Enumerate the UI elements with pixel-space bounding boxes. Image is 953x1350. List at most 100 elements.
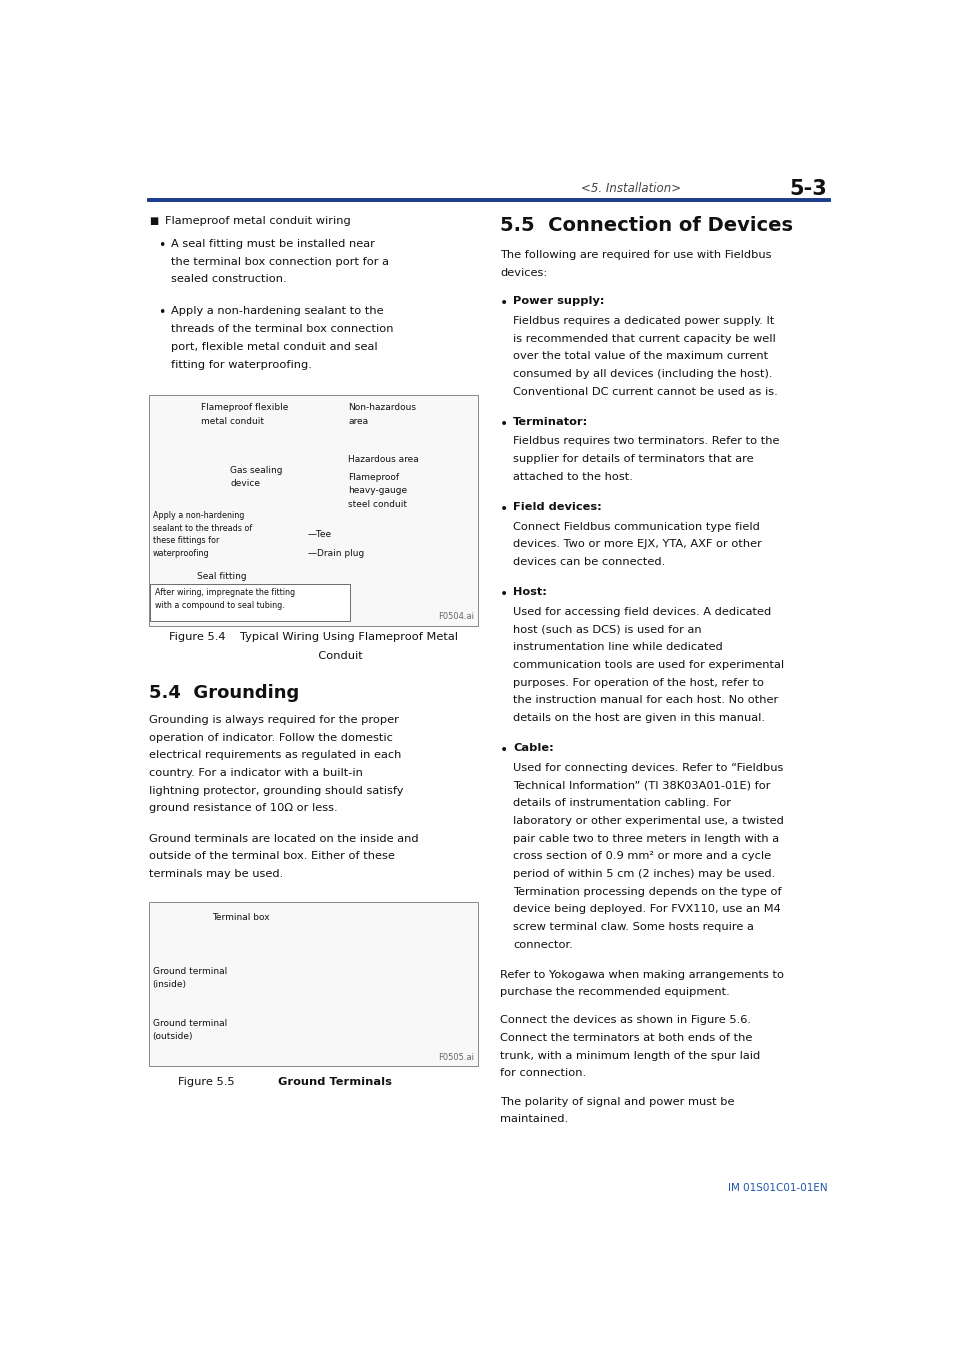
- Text: 5.5  Connection of Devices: 5.5 Connection of Devices: [499, 216, 792, 235]
- Text: •: •: [499, 502, 508, 516]
- Text: connector.: connector.: [513, 940, 573, 949]
- Text: Ground terminal: Ground terminal: [152, 1018, 227, 1027]
- Text: F0505.ai: F0505.ai: [437, 1053, 474, 1062]
- Text: Conventional DC current cannot be used as is.: Conventional DC current cannot be used a…: [513, 386, 778, 397]
- Text: trunk, with a minimum length of the spur laid: trunk, with a minimum length of the spur…: [499, 1050, 760, 1061]
- Text: Terminal box: Terminal box: [212, 913, 269, 922]
- Text: laboratory or other experimental use, a twisted: laboratory or other experimental use, a …: [513, 815, 783, 826]
- Text: Power supply:: Power supply:: [513, 296, 604, 306]
- Text: IM 01S01C01-01EN: IM 01S01C01-01EN: [727, 1183, 826, 1193]
- Text: Ground terminals are located on the inside and: Ground terminals are located on the insi…: [149, 833, 418, 844]
- Text: devices:: devices:: [499, 269, 547, 278]
- Text: is recommended that current capacity be well: is recommended that current capacity be …: [513, 333, 775, 343]
- Text: communication tools are used for experimental: communication tools are used for experim…: [513, 660, 783, 670]
- Text: details of instrumentation cabling. For: details of instrumentation cabling. For: [513, 798, 731, 809]
- Text: terminals may be used.: terminals may be used.: [149, 869, 283, 879]
- Text: Flameproof flexible: Flameproof flexible: [200, 404, 288, 412]
- Text: •: •: [499, 417, 508, 431]
- Text: fitting for waterproofing.: fitting for waterproofing.: [171, 359, 312, 370]
- Text: (inside): (inside): [152, 980, 187, 990]
- Text: devices can be connected.: devices can be connected.: [513, 558, 665, 567]
- Text: Cable:: Cable:: [513, 743, 554, 753]
- Text: Termination processing depends on the type of: Termination processing depends on the ty…: [513, 887, 781, 896]
- Text: device being deployed. For FVX110, use an M4: device being deployed. For FVX110, use a…: [513, 904, 781, 914]
- Text: attached to the host.: attached to the host.: [513, 471, 633, 482]
- Text: <5. Installation>: <5. Installation>: [580, 182, 680, 194]
- Text: Ground terminal: Ground terminal: [152, 967, 227, 976]
- Text: The following are required for use with Fieldbus: The following are required for use with …: [499, 250, 771, 261]
- Text: electrical requirements as regulated in each: electrical requirements as regulated in …: [149, 751, 401, 760]
- Text: Field devices:: Field devices:: [513, 502, 601, 512]
- Text: pair cable two to three meters in length with a: pair cable two to three meters in length…: [513, 833, 779, 844]
- Text: Apply a non-hardening sealant to the: Apply a non-hardening sealant to the: [171, 306, 383, 316]
- Text: devices. Two or more EJX, YTA, AXF or other: devices. Two or more EJX, YTA, AXF or ot…: [513, 540, 761, 549]
- Text: Fieldbus requires a dedicated power supply. It: Fieldbus requires a dedicated power supp…: [513, 316, 774, 325]
- Text: the terminal box connection port for a: the terminal box connection port for a: [171, 256, 389, 266]
- Text: F0504.ai: F0504.ai: [437, 613, 474, 621]
- Text: Apply a non-hardening: Apply a non-hardening: [152, 512, 244, 520]
- Text: details on the host are given in this manual.: details on the host are given in this ma…: [513, 713, 764, 724]
- Text: (outside): (outside): [152, 1031, 193, 1041]
- Text: Seal fitting: Seal fitting: [196, 571, 246, 580]
- Text: sealant to the threads of: sealant to the threads of: [152, 524, 252, 533]
- Text: Refer to Yokogawa when making arrangements to: Refer to Yokogawa when making arrangemen…: [499, 969, 783, 980]
- Text: purchase the recommended equipment.: purchase the recommended equipment.: [499, 987, 729, 998]
- Text: period of within 5 cm (2 inches) may be used.: period of within 5 cm (2 inches) may be …: [513, 869, 775, 879]
- Text: •: •: [157, 306, 165, 320]
- Text: •: •: [157, 239, 165, 252]
- Text: instrumentation line while dedicated: instrumentation line while dedicated: [513, 643, 722, 652]
- Text: Flameproof: Flameproof: [348, 472, 399, 482]
- Text: Figure 5.4    Typical Wiring Using Flameproof Metal: Figure 5.4 Typical Wiring Using Flamepro…: [169, 632, 457, 641]
- Text: heavy-gauge: heavy-gauge: [348, 486, 407, 495]
- FancyBboxPatch shape: [149, 394, 477, 625]
- Text: 5.4  Grounding: 5.4 Grounding: [149, 684, 298, 702]
- Text: consumed by all devices (including the host).: consumed by all devices (including the h…: [513, 369, 772, 379]
- Text: area: area: [348, 417, 368, 425]
- Text: for connection.: for connection.: [499, 1068, 585, 1079]
- FancyBboxPatch shape: [149, 902, 477, 1066]
- Text: Figure 5.5: Figure 5.5: [178, 1077, 234, 1087]
- Text: metal conduit: metal conduit: [200, 417, 263, 425]
- Text: •: •: [499, 296, 508, 310]
- Text: host (such as DCS) is used for an: host (such as DCS) is used for an: [513, 625, 701, 634]
- Text: After wiring, impregnate the fitting: After wiring, impregnate the fitting: [154, 589, 294, 597]
- Text: Gas sealing: Gas sealing: [230, 466, 282, 475]
- Text: outside of the terminal box. Either of these: outside of the terminal box. Either of t…: [149, 852, 395, 861]
- Text: waterproofing: waterproofing: [152, 548, 209, 558]
- Text: Flameproof metal conduit wiring: Flameproof metal conduit wiring: [165, 216, 351, 225]
- Text: —Tee: —Tee: [308, 531, 332, 539]
- Text: these fittings for: these fittings for: [152, 536, 218, 545]
- Text: Connect the devices as shown in Figure 5.6.: Connect the devices as shown in Figure 5…: [499, 1015, 750, 1026]
- Text: threads of the terminal box connection: threads of the terminal box connection: [171, 324, 393, 335]
- Text: maintained.: maintained.: [499, 1114, 568, 1125]
- Text: sealed construction.: sealed construction.: [171, 274, 286, 285]
- Text: 5-3: 5-3: [789, 178, 826, 198]
- Text: Used for accessing field devices. A dedicated: Used for accessing field devices. A dedi…: [513, 608, 771, 617]
- Text: supplier for details of terminators that are: supplier for details of terminators that…: [513, 454, 753, 464]
- Text: Ground Terminals: Ground Terminals: [278, 1077, 392, 1087]
- Text: screw terminal claw. Some hosts require a: screw terminal claw. Some hosts require …: [513, 922, 754, 931]
- Text: The polarity of signal and power must be: The polarity of signal and power must be: [499, 1096, 734, 1107]
- Text: Grounding is always required for the proper: Grounding is always required for the pro…: [149, 716, 398, 725]
- FancyBboxPatch shape: [150, 585, 350, 621]
- Text: Terminator:: Terminator:: [513, 417, 588, 427]
- Text: steel conduit: steel conduit: [348, 500, 407, 509]
- Text: operation of indicator. Follow the domestic: operation of indicator. Follow the domes…: [149, 733, 393, 743]
- Text: country. For a indicator with a built-in: country. For a indicator with a built-in: [149, 768, 362, 778]
- Text: Non-hazardous: Non-hazardous: [348, 404, 416, 412]
- Text: A seal fitting must be installed near: A seal fitting must be installed near: [171, 239, 375, 248]
- Text: Host:: Host:: [513, 587, 547, 597]
- Text: cross section of 0.9 mm² or more and a cycle: cross section of 0.9 mm² or more and a c…: [513, 852, 771, 861]
- Text: purposes. For operation of the host, refer to: purposes. For operation of the host, ref…: [513, 678, 763, 687]
- Text: Fieldbus requires two terminators. Refer to the: Fieldbus requires two terminators. Refer…: [513, 436, 779, 447]
- Text: Technical Information” (TI 38K03A01-01E) for: Technical Information” (TI 38K03A01-01E)…: [513, 780, 770, 791]
- Text: Used for connecting devices. Refer to “Fieldbus: Used for connecting devices. Refer to “F…: [513, 763, 782, 772]
- Text: with a compound to seal tubing.: with a compound to seal tubing.: [154, 601, 284, 610]
- Text: lightning protector, grounding should satisfy: lightning protector, grounding should sa…: [149, 786, 403, 795]
- Text: device: device: [230, 479, 260, 489]
- Text: Hazardous area: Hazardous area: [348, 455, 418, 464]
- Text: Connect the terminators at both ends of the: Connect the terminators at both ends of …: [499, 1033, 752, 1044]
- Text: Connect Fieldbus communication type field: Connect Fieldbus communication type fiel…: [513, 521, 760, 532]
- Text: ground resistance of 10Ω or less.: ground resistance of 10Ω or less.: [149, 803, 337, 813]
- Text: —Drain plug: —Drain plug: [308, 548, 364, 558]
